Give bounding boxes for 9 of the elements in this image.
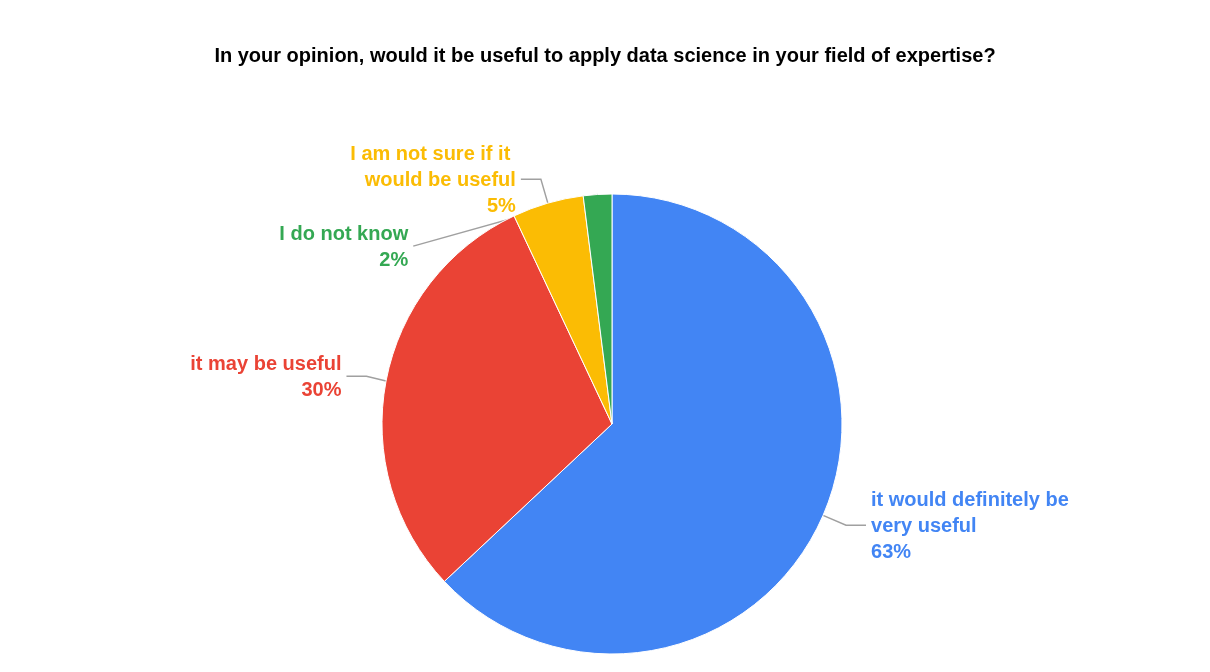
slice-label: I do not know (279, 222, 409, 245)
data-label: 5% (486, 194, 517, 217)
data-label: 2% (379, 248, 409, 271)
slice-label: it may be useful (190, 352, 342, 375)
data-label: 30% (301, 378, 342, 401)
chart-title: In your opinion, would it be useful to apply data science in your field of expertise? (214, 44, 996, 66)
slice-label: it would definitely be very useful (871, 488, 1075, 537)
slice-label: I am not sure if it would be useful (350, 142, 516, 191)
data-label: 63% (871, 540, 912, 563)
